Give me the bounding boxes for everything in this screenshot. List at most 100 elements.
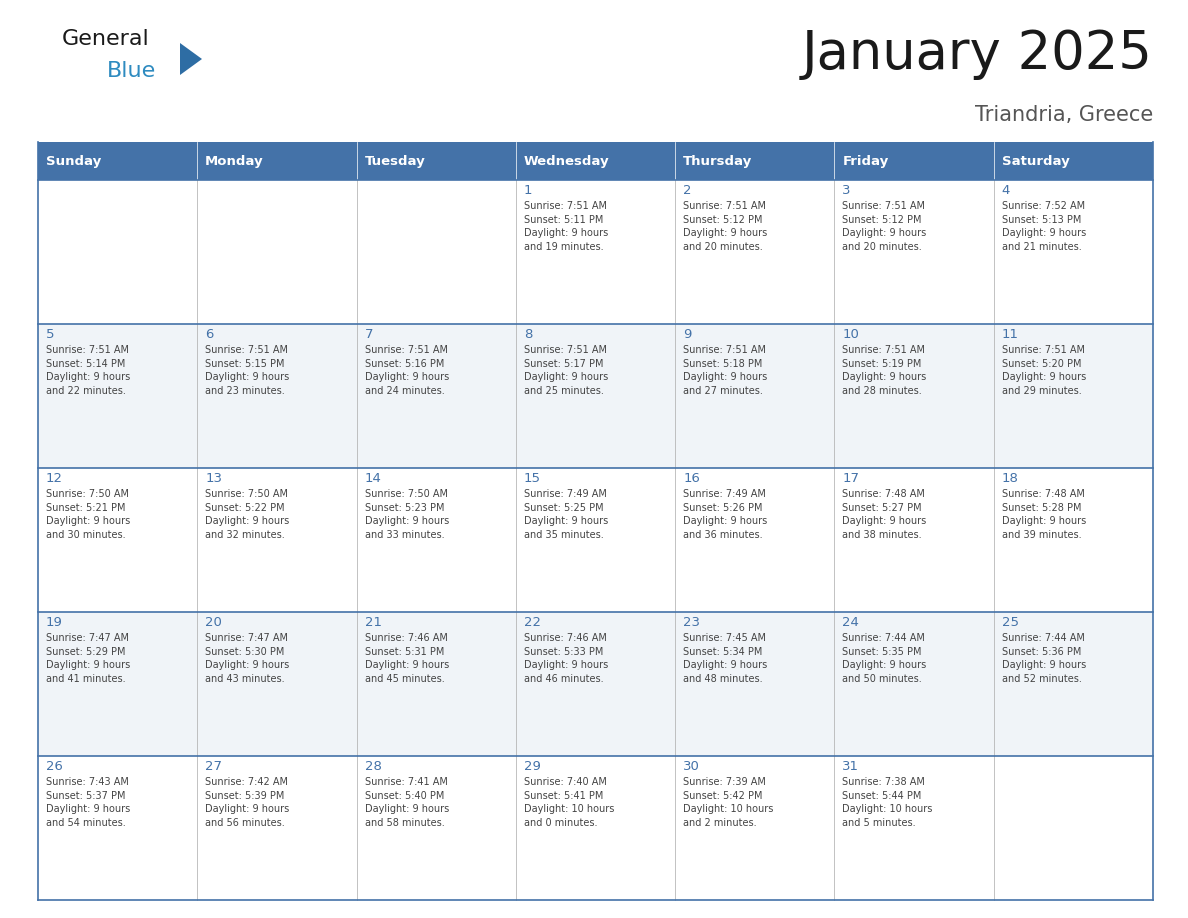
Bar	[516, 180, 675, 324]
Text: Sunrise: 7:51 AM
Sunset: 5:17 PM
Daylight: 9 hours
and 25 minutes.: Sunrise: 7:51 AM Sunset: 5:17 PM Dayligh…	[524, 345, 608, 396]
Bar	[38, 468, 197, 612]
Bar	[38, 612, 197, 756]
Text: 28: 28	[365, 760, 381, 773]
Text: Sunrise: 7:50 AM
Sunset: 5:22 PM
Daylight: 9 hours
and 32 minutes.: Sunrise: 7:50 AM Sunset: 5:22 PM Dayligh…	[206, 489, 290, 540]
Text: 1: 1	[524, 184, 532, 197]
Text: Sunrise: 7:50 AM
Sunset: 5:21 PM
Daylight: 9 hours
and 30 minutes.: Sunrise: 7:50 AM Sunset: 5:21 PM Dayligh…	[46, 489, 131, 540]
Text: 9: 9	[683, 328, 691, 341]
Text: 18: 18	[1001, 472, 1018, 485]
Polygon shape	[181, 43, 202, 75]
Bar	[516, 756, 675, 900]
Text: 21: 21	[365, 616, 381, 629]
Text: 22: 22	[524, 616, 541, 629]
Text: Sunrise: 7:51 AM
Sunset: 5:14 PM
Daylight: 9 hours
and 22 minutes.: Sunrise: 7:51 AM Sunset: 5:14 PM Dayligh…	[46, 345, 131, 396]
Bar	[356, 324, 516, 468]
Text: Sunrise: 7:47 AM
Sunset: 5:29 PM
Daylight: 9 hours
and 41 minutes.: Sunrise: 7:47 AM Sunset: 5:29 PM Dayligh…	[46, 633, 131, 684]
Text: 4: 4	[1001, 184, 1010, 197]
Bar	[993, 612, 1154, 756]
Bar	[197, 756, 356, 900]
Bar	[993, 468, 1154, 612]
Text: 12: 12	[46, 472, 63, 485]
Text: Saturday: Saturday	[1001, 154, 1069, 167]
Text: Sunrise: 7:49 AM
Sunset: 5:25 PM
Daylight: 9 hours
and 35 minutes.: Sunrise: 7:49 AM Sunset: 5:25 PM Dayligh…	[524, 489, 608, 540]
Bar	[993, 756, 1154, 900]
Bar	[356, 468, 516, 612]
Bar	[197, 468, 356, 612]
Text: 8: 8	[524, 328, 532, 341]
Text: 19: 19	[46, 616, 63, 629]
Text: Monday: Monday	[206, 154, 264, 167]
Bar	[834, 468, 993, 612]
Bar	[197, 142, 356, 180]
Text: 27: 27	[206, 760, 222, 773]
Bar	[675, 612, 834, 756]
Text: 14: 14	[365, 472, 381, 485]
Bar	[834, 756, 993, 900]
Bar	[993, 324, 1154, 468]
Bar	[356, 180, 516, 324]
Text: Thursday: Thursday	[683, 154, 752, 167]
Text: Sunrise: 7:46 AM
Sunset: 5:31 PM
Daylight: 9 hours
and 45 minutes.: Sunrise: 7:46 AM Sunset: 5:31 PM Dayligh…	[365, 633, 449, 684]
Text: Sunrise: 7:51 AM
Sunset: 5:19 PM
Daylight: 9 hours
and 28 minutes.: Sunrise: 7:51 AM Sunset: 5:19 PM Dayligh…	[842, 345, 927, 396]
Text: Sunrise: 7:51 AM
Sunset: 5:15 PM
Daylight: 9 hours
and 23 minutes.: Sunrise: 7:51 AM Sunset: 5:15 PM Dayligh…	[206, 345, 290, 396]
Bar	[993, 142, 1154, 180]
Text: Blue: Blue	[107, 61, 157, 81]
Text: Tuesday: Tuesday	[365, 154, 425, 167]
Bar	[356, 142, 516, 180]
Text: Sunrise: 7:47 AM
Sunset: 5:30 PM
Daylight: 9 hours
and 43 minutes.: Sunrise: 7:47 AM Sunset: 5:30 PM Dayligh…	[206, 633, 290, 684]
Text: Triandria, Greece: Triandria, Greece	[974, 105, 1154, 125]
Bar	[197, 612, 356, 756]
Bar	[197, 324, 356, 468]
Bar	[38, 324, 197, 468]
Text: 10: 10	[842, 328, 859, 341]
Text: Sunrise: 7:48 AM
Sunset: 5:28 PM
Daylight: 9 hours
and 39 minutes.: Sunrise: 7:48 AM Sunset: 5:28 PM Dayligh…	[1001, 489, 1086, 540]
Text: January 2025: January 2025	[802, 28, 1154, 80]
Text: Sunrise: 7:42 AM
Sunset: 5:39 PM
Daylight: 9 hours
and 56 minutes.: Sunrise: 7:42 AM Sunset: 5:39 PM Dayligh…	[206, 777, 290, 828]
Text: 6: 6	[206, 328, 214, 341]
Text: 3: 3	[842, 184, 851, 197]
Bar	[356, 756, 516, 900]
Text: 23: 23	[683, 616, 700, 629]
Text: Wednesday: Wednesday	[524, 154, 609, 167]
Text: Sunrise: 7:51 AM
Sunset: 5:12 PM
Daylight: 9 hours
and 20 minutes.: Sunrise: 7:51 AM Sunset: 5:12 PM Dayligh…	[683, 201, 767, 252]
Text: Sunrise: 7:52 AM
Sunset: 5:13 PM
Daylight: 9 hours
and 21 minutes.: Sunrise: 7:52 AM Sunset: 5:13 PM Dayligh…	[1001, 201, 1086, 252]
Text: Sunrise: 7:41 AM
Sunset: 5:40 PM
Daylight: 9 hours
and 58 minutes.: Sunrise: 7:41 AM Sunset: 5:40 PM Dayligh…	[365, 777, 449, 828]
Text: Sunday: Sunday	[46, 154, 101, 167]
Text: Sunrise: 7:51 AM
Sunset: 5:18 PM
Daylight: 9 hours
and 27 minutes.: Sunrise: 7:51 AM Sunset: 5:18 PM Dayligh…	[683, 345, 767, 396]
Text: Sunrise: 7:48 AM
Sunset: 5:27 PM
Daylight: 9 hours
and 38 minutes.: Sunrise: 7:48 AM Sunset: 5:27 PM Dayligh…	[842, 489, 927, 540]
Text: 24: 24	[842, 616, 859, 629]
Text: Sunrise: 7:39 AM
Sunset: 5:42 PM
Daylight: 10 hours
and 2 minutes.: Sunrise: 7:39 AM Sunset: 5:42 PM Dayligh…	[683, 777, 773, 828]
Text: 5: 5	[46, 328, 55, 341]
Text: Sunrise: 7:40 AM
Sunset: 5:41 PM
Daylight: 10 hours
and 0 minutes.: Sunrise: 7:40 AM Sunset: 5:41 PM Dayligh…	[524, 777, 614, 828]
Text: 11: 11	[1001, 328, 1018, 341]
Text: Sunrise: 7:46 AM
Sunset: 5:33 PM
Daylight: 9 hours
and 46 minutes.: Sunrise: 7:46 AM Sunset: 5:33 PM Dayligh…	[524, 633, 608, 684]
Bar	[516, 468, 675, 612]
Text: 29: 29	[524, 760, 541, 773]
Text: 25: 25	[1001, 616, 1018, 629]
Text: 7: 7	[365, 328, 373, 341]
Text: Sunrise: 7:51 AM
Sunset: 5:11 PM
Daylight: 9 hours
and 19 minutes.: Sunrise: 7:51 AM Sunset: 5:11 PM Dayligh…	[524, 201, 608, 252]
Bar	[993, 180, 1154, 324]
Bar	[675, 324, 834, 468]
Text: 26: 26	[46, 760, 63, 773]
Text: Sunrise: 7:45 AM
Sunset: 5:34 PM
Daylight: 9 hours
and 48 minutes.: Sunrise: 7:45 AM Sunset: 5:34 PM Dayligh…	[683, 633, 767, 684]
Bar	[675, 142, 834, 180]
Text: Friday: Friday	[842, 154, 889, 167]
Bar	[516, 612, 675, 756]
Text: Sunrise: 7:51 AM
Sunset: 5:12 PM
Daylight: 9 hours
and 20 minutes.: Sunrise: 7:51 AM Sunset: 5:12 PM Dayligh…	[842, 201, 927, 252]
Bar	[834, 180, 993, 324]
Bar	[38, 756, 197, 900]
Bar	[675, 756, 834, 900]
Text: 30: 30	[683, 760, 700, 773]
Text: Sunrise: 7:51 AM
Sunset: 5:16 PM
Daylight: 9 hours
and 24 minutes.: Sunrise: 7:51 AM Sunset: 5:16 PM Dayligh…	[365, 345, 449, 396]
Bar	[834, 612, 993, 756]
Bar	[356, 612, 516, 756]
Bar	[38, 180, 197, 324]
Text: 16: 16	[683, 472, 700, 485]
Text: 20: 20	[206, 616, 222, 629]
Bar	[38, 142, 197, 180]
Text: Sunrise: 7:44 AM
Sunset: 5:36 PM
Daylight: 9 hours
and 52 minutes.: Sunrise: 7:44 AM Sunset: 5:36 PM Dayligh…	[1001, 633, 1086, 684]
Bar	[675, 468, 834, 612]
Text: 15: 15	[524, 472, 541, 485]
Text: 17: 17	[842, 472, 859, 485]
